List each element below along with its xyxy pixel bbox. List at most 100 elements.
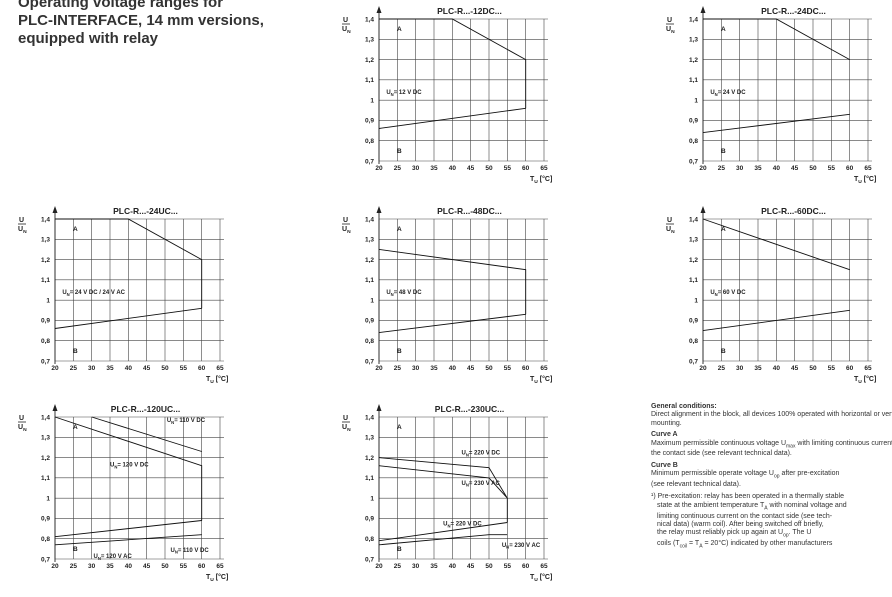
x-axis-label: TU [°C] <box>530 573 552 583</box>
y-tick-label: 1,4 <box>689 216 698 223</box>
y-tick-label: 1,3 <box>689 37 698 44</box>
x-tick-label: 45 <box>467 165 475 172</box>
chart-24uc: 20 25 30 35 40 45 50 55 60 65 0,7 0,8 0,9 1 1,1 1,2 1,3 1… <box>18 206 228 385</box>
general-conditions-text: Direct alignment in the block, all devic… <box>651 411 892 427</box>
curve-b <box>54 520 202 538</box>
y-tick-label: 1,3 <box>365 237 374 244</box>
x-tick-label: 40 <box>449 165 457 172</box>
y-axis-arrow-icon <box>700 6 706 13</box>
x-tick-label: 20 <box>699 165 707 172</box>
y-tick-label: 1,4 <box>689 16 698 23</box>
heading-line-2: PLC-INTERFACE, 14 mm versions, <box>18 12 264 29</box>
curve-b <box>378 313 526 334</box>
x-tick-label: 20 <box>375 365 383 372</box>
curve-a <box>91 416 202 452</box>
x-tick-label: 30 <box>736 365 744 372</box>
footnote-line-4: nical data) (warm coil). After being swi… <box>657 521 824 529</box>
y-tick-label: 1,2 <box>41 455 50 462</box>
y-tick-label: 0,9 <box>365 118 374 125</box>
y-axis-arrow-icon <box>700 206 706 213</box>
curve-a <box>702 218 850 271</box>
curve-b-title: Curve B <box>651 461 678 469</box>
y-tick-label: 1,4 <box>365 414 374 421</box>
x-tick-label: 30 <box>88 365 96 372</box>
y-tick-label: 1,1 <box>41 277 50 284</box>
footnote-line-3: limiting continuous current on the conta… <box>657 512 833 520</box>
chart-title: PLC-R...-230UC... <box>435 404 504 414</box>
y-axis-arrow-icon <box>376 6 382 13</box>
y-axis-label-top: U <box>343 217 348 224</box>
footnote-line-6: coils (Tcoil = TA = 20°C) indicated by o… <box>657 540 833 550</box>
y-tick-label: 1 <box>694 97 698 104</box>
nominal-voltage-label: UN= 220 V DC <box>443 522 482 529</box>
x-tick-label: 40 <box>125 563 133 570</box>
y-tick-label: 0,7 <box>41 358 50 365</box>
y-tick-label: 0,9 <box>41 516 50 523</box>
footnote-line-2: state at the ambient temperature TA with… <box>657 501 847 512</box>
x-tick-label: 30 <box>736 165 744 172</box>
y-tick-label: 0,8 <box>41 338 50 345</box>
chart-48dc: 20 25 30 35 40 45 50 55 60 65 0,7 0,8 0,9 1 1,1 1,2 1,3 1… <box>342 206 552 385</box>
y-tick-label: 0,8 <box>365 138 374 145</box>
chart-120uc: 20 25 30 35 40 45 50 55 60 65 0,7 0,8 0,9 1 1,1 1,2 1,3 1… <box>18 404 228 583</box>
curve-b-text: Minimum permissible operate voltage Uop … <box>651 470 840 480</box>
chart-230uc: 20 25 30 35 40 45 50 55 60 65 0,7 0,8 0,9 1 1,1 1,2 1,3 1… <box>342 404 552 583</box>
y-tick-label: 0,8 <box>41 536 50 543</box>
y-tick-label: 0,7 <box>365 556 374 563</box>
x-tick-label: 20 <box>699 365 707 372</box>
y-tick-label: 1,1 <box>689 77 698 84</box>
y-axis-label-bottom: UN <box>342 26 351 35</box>
y-tick-label: 1 <box>370 97 374 104</box>
x-tick-label: 60 <box>198 563 206 570</box>
y-tick-label: 1,4 <box>365 16 374 23</box>
y-tick-label: 0,8 <box>689 138 698 145</box>
x-tick-label: 20 <box>51 563 59 570</box>
x-tick-label: 50 <box>485 365 493 372</box>
nominal-voltage-label: UN= 110 V DC <box>171 548 210 555</box>
curve-b <box>702 309 850 332</box>
curve-b <box>378 107 526 129</box>
x-tick-label: 55 <box>180 563 188 570</box>
nominal-voltage-label: UN= 12 V DC <box>386 90 422 97</box>
x-tick-label: 50 <box>809 365 817 372</box>
y-tick-label: 1,3 <box>41 237 50 244</box>
y-tick-label: 0,9 <box>689 318 698 325</box>
y-tick-label: 1,2 <box>365 257 374 264</box>
curve-b-label: B <box>397 348 402 355</box>
x-tick-label: 55 <box>828 165 836 172</box>
x-tick-label: 40 <box>773 365 781 372</box>
nominal-voltage-label: UN= 220 V DC <box>462 451 501 458</box>
y-tick-label: 0,9 <box>689 118 698 125</box>
x-tick-label: 45 <box>143 365 151 372</box>
y-tick-label: 1,4 <box>41 414 50 421</box>
x-tick-label: 50 <box>485 165 493 172</box>
curve-a-label: A <box>73 226 78 233</box>
y-tick-label: 0,9 <box>41 318 50 325</box>
chart-title: PLC-R...-24DC... <box>761 6 826 16</box>
curve-b <box>378 534 508 546</box>
y-tick-label: 1,4 <box>365 216 374 223</box>
x-tick-label: 35 <box>754 165 762 172</box>
x-tick-label: 20 <box>375 165 383 172</box>
nominal-voltage-label: UN= 230 V AC <box>502 543 541 550</box>
nominal-voltage-label: UN= 24 V DC <box>710 90 746 97</box>
y-tick-label: 0,7 <box>41 556 50 563</box>
y-tick-label: 1,3 <box>365 37 374 44</box>
y-axis-label-bottom: UN <box>666 26 675 35</box>
curve-a-label: A <box>721 226 726 233</box>
x-tick-label: 45 <box>791 165 799 172</box>
curve-a <box>703 18 850 60</box>
x-tick-label: 50 <box>161 563 169 570</box>
y-axis-label-bottom: UN <box>342 226 351 235</box>
curve-b <box>54 307 202 329</box>
x-tick-label: 45 <box>143 563 151 570</box>
y-axis-label-top: U <box>19 217 24 224</box>
x-tick-label: 25 <box>70 365 78 372</box>
y-axis-label-bottom: UN <box>18 226 27 235</box>
x-tick-label: 50 <box>485 563 493 570</box>
x-tick-label: 65 <box>216 563 224 570</box>
nominal-voltage-label: UN= 60 V DC <box>710 290 746 297</box>
x-tick-label: 40 <box>449 365 457 372</box>
y-axis-label-bottom: UN <box>18 424 27 433</box>
x-tick-label: 25 <box>394 365 402 372</box>
